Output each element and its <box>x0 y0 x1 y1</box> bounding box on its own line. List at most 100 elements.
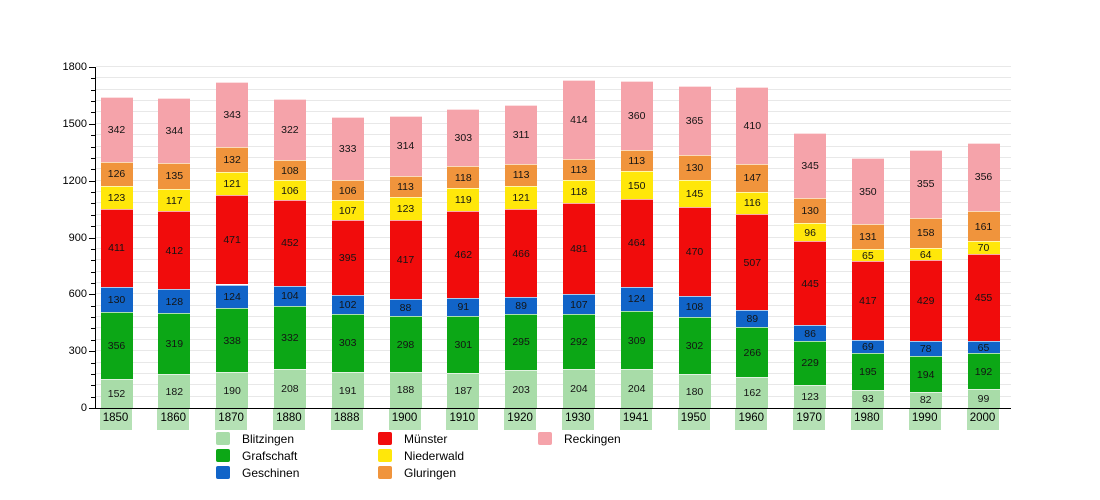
y-axis-minor-tick <box>91 260 95 262</box>
y-axis-tick-label: 1500 <box>62 117 87 130</box>
bar-segment-value: 102 <box>338 299 357 312</box>
bar-segment-niederwald: 150 <box>620 171 653 200</box>
y-axis-minor-tick <box>91 362 95 364</box>
bar-segment-münster: 470 <box>678 207 711 297</box>
bar-segment-gluringen: 108 <box>273 159 306 181</box>
legend-swatch-niederwald <box>378 449 392 462</box>
gridline <box>96 225 1011 227</box>
bar-1910: 187 301 91 462 119 118 303 <box>447 108 480 408</box>
bar-segment-value: 124 <box>627 293 646 306</box>
bar-segment-value: 342 <box>107 124 126 137</box>
bar-segment-geschinen: 124 <box>620 287 653 311</box>
bar-segment-münster: 445 <box>794 240 827 326</box>
bar-1980: 93 195 69 417 65 131 350 <box>851 157 884 408</box>
x-axis-tick-label: 1950 <box>680 412 707 424</box>
bar-segment-münster: 412 <box>158 210 191 289</box>
bar-segment-value: 414 <box>570 114 588 127</box>
x-axis-tick-label: 1888 <box>333 412 360 424</box>
bar-segment-value: 190 <box>223 385 241 398</box>
bar-segment-münster: 395 <box>331 220 364 296</box>
x-axis-bar-ghost <box>966 409 999 430</box>
gridline <box>96 134 1011 136</box>
bar-segment-value: 194 <box>916 368 935 381</box>
x-axis: 1850 1860 1870 1880 1888 1900 1910 1920 1930 1941… <box>95 408 1010 432</box>
bar-segment-reckingen: 355 <box>909 150 942 218</box>
y-axis-tick-label: 1200 <box>62 174 87 187</box>
bar-segment-blitzingen: 191 <box>331 371 364 408</box>
bar-segment-value: 350 <box>859 185 877 198</box>
x-axis-bar-ghost <box>561 409 594 430</box>
y-axis-tick-label: 600 <box>68 288 87 301</box>
bar-segment-value: 208 <box>281 382 299 395</box>
bar-segment-value: 303 <box>454 131 473 144</box>
x-axis-bar-ghost <box>272 409 305 430</box>
bar-segment-geschinen: 102 <box>331 295 364 315</box>
bar-segment-geschinen: 108 <box>678 296 711 317</box>
bar-segment-value: 356 <box>107 339 126 352</box>
bar-segment-grafschaft: 356 <box>100 311 133 380</box>
bar-segment-value: 130 <box>801 204 819 217</box>
bar-segment-geschinen: 65 <box>967 340 1000 354</box>
gridline <box>96 202 1011 204</box>
bar-segment-münster: 455 <box>967 254 1000 341</box>
y-axis-minor-tick <box>91 317 95 319</box>
bar-segment-reckingen: 345 <box>794 132 827 198</box>
y-axis-tick <box>89 237 95 239</box>
bar-segment-blitzingen: 99 <box>967 389 1000 408</box>
bar-segment-münster: 417 <box>851 261 884 341</box>
bar-segment-value: 65 <box>977 341 990 354</box>
bar-segment-value: 161 <box>974 220 993 233</box>
bar-segment-blitzingen: 152 <box>100 379 133 408</box>
bar-segment-blitzingen: 162 <box>736 377 769 408</box>
bar-segment-gluringen: 135 <box>158 163 191 189</box>
y-axis-minor-tick <box>91 305 95 307</box>
x-axis-bar-ghost <box>330 409 363 430</box>
gridline <box>96 338 1011 340</box>
bar-segment-value: 292 <box>570 336 588 349</box>
bar-segment-blitzingen: 188 <box>389 372 422 408</box>
bar-1941: 204 309 124 464 150 113 360 <box>620 81 653 408</box>
bar-1970: 123 229 86 445 96 130 345 <box>794 132 827 408</box>
bar-segment-geschinen: 128 <box>158 288 191 314</box>
y-axis-minor-tick <box>91 101 95 103</box>
x-axis-bar-ghost <box>388 409 421 430</box>
bar-segment-value: 89 <box>746 313 759 326</box>
bar-segment-niederwald: 145 <box>678 179 711 208</box>
gridline <box>96 395 1011 397</box>
bar-segment-value: 180 <box>685 385 704 398</box>
bar-segment-value: 70 <box>977 242 990 255</box>
bar-segment-value: 356 <box>974 171 993 184</box>
bar-segment-niederwald: 96 <box>794 222 827 241</box>
y-axis-tick <box>89 294 95 296</box>
bar-segment-grafschaft: 301 <box>447 315 480 373</box>
bar-segment-reckingen: 343 <box>216 82 249 148</box>
gridline <box>96 77 1011 79</box>
bar-segment-value: 319 <box>165 338 184 351</box>
x-axis-tick-label: 1850 <box>102 412 129 424</box>
x-axis-tick-label: 1930 <box>565 412 591 424</box>
bar-segment-grafschaft: 266 <box>736 326 769 378</box>
bar-segment-reckingen: 322 <box>273 98 306 160</box>
bar-1870: 190 338 124 471 121 132 343 <box>216 82 249 408</box>
bar-segment-value: 107 <box>338 205 357 217</box>
x-axis-tick-label: 1900 <box>391 412 418 424</box>
bar-segment-value: 417 <box>859 295 877 308</box>
bar-segment-value: 147 <box>743 172 762 185</box>
gridline <box>96 179 1011 181</box>
bar-segment-value: 123 <box>801 390 819 403</box>
bar-segment-reckingen: 414 <box>562 80 595 159</box>
bar-segment-value: 128 <box>165 295 184 308</box>
bar-segment-niederwald: 70 <box>967 241 1000 255</box>
bar-segment-value: 395 <box>338 252 357 265</box>
y-axis-tick <box>89 67 95 68</box>
gridline <box>96 122 1011 124</box>
bar-segment-value: 82 <box>919 394 932 407</box>
gridline <box>96 316 1011 318</box>
bar-segment-münster: 466 <box>505 208 538 297</box>
gridline <box>96 247 1011 249</box>
legend-swatch-reckingen <box>538 432 552 445</box>
bar-segment-value: 130 <box>107 294 126 307</box>
gridline <box>96 156 1011 158</box>
y-axis-minor-tick <box>91 146 95 148</box>
bar-segment-value: 131 <box>859 231 877 244</box>
